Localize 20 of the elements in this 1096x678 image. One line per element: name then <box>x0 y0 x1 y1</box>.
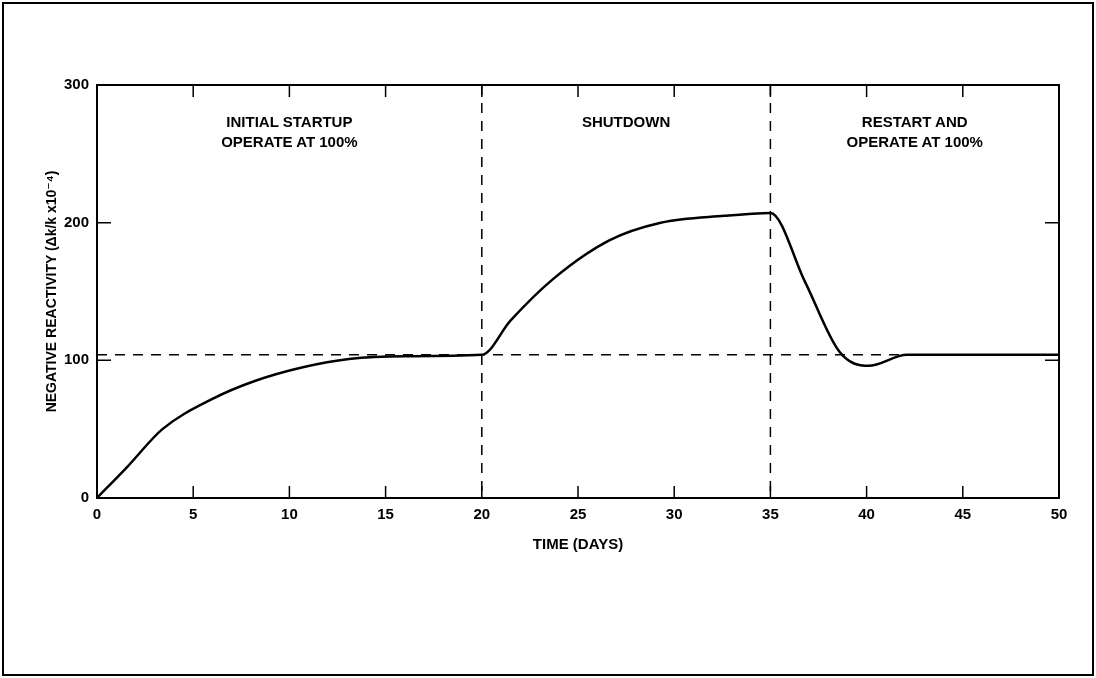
x-tick-label: 10 <box>281 505 298 523</box>
x-tick-label: 25 <box>569 505 587 523</box>
annotation: RESTART AND OPERATE AT 100% <box>846 113 983 151</box>
x-axis-title: TIME (DAYS) <box>532 535 624 553</box>
x-tick-label: 35 <box>762 505 779 523</box>
annotation: SHUTDOWN <box>581 113 671 131</box>
x-tick-label: 40 <box>858 505 875 523</box>
annotation: INITIAL STARTUP OPERATE AT 100% <box>221 113 358 151</box>
x-tick-label: 30 <box>665 505 683 523</box>
x-tick-label: 45 <box>954 505 972 523</box>
x-tick-label: 0 <box>92 505 102 523</box>
x-tick-label: 20 <box>473 505 491 523</box>
x-tick-label: 15 <box>377 505 394 523</box>
y-tick-label: 300 <box>63 75 89 93</box>
y-tick-label: 200 <box>63 212 89 230</box>
x-tick-label: 5 <box>189 505 198 523</box>
y-tick-label: 100 <box>63 350 89 368</box>
y-axis-title: NEGATIVE REACTIVITY (Δk/k x10⁻⁴) <box>43 170 60 413</box>
x-tick-label: 50 <box>1050 505 1068 523</box>
y-tick-label: 0 <box>80 488 89 506</box>
